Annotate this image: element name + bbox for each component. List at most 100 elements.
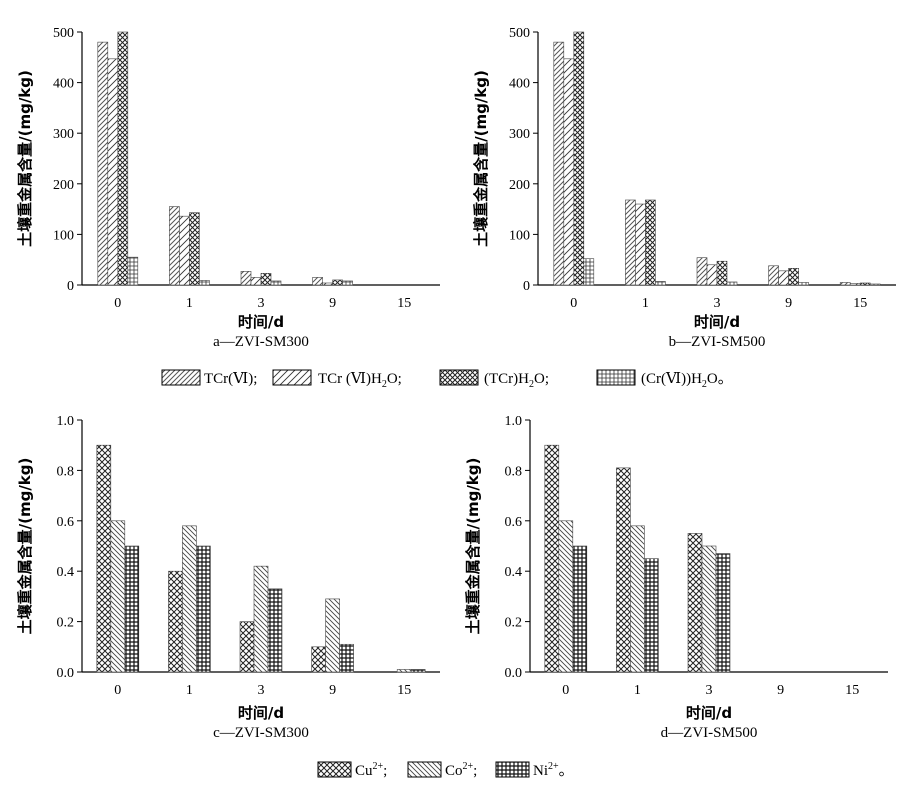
y-tick-label-2-3: 0.6	[57, 515, 75, 530]
bar-1-s0-c1	[625, 199, 636, 286]
bar-1-s1-c2	[706, 264, 718, 286]
y-tick-label-3-5: 1.0	[505, 414, 523, 429]
bar-1-s2-c0	[573, 31, 585, 286]
legend-label-3: (Cr(Ⅵ))H2O。	[641, 371, 733, 390]
legend-label-co: Co2+;	[445, 761, 477, 779]
x-tick-label-2-3: 9	[329, 683, 336, 698]
panel-caption-0: a—ZVI-SM300	[213, 334, 309, 350]
y-tick-label-0-5: 500	[53, 26, 74, 41]
legend-item-2: (TCr)H2O;	[439, 369, 549, 390]
panel-caption-1: b—ZVI-SM500	[669, 334, 766, 350]
y-tick-label-2-4: 0.8	[57, 464, 75, 479]
x-tick-label-1-0: 0	[570, 296, 577, 311]
bar-0-s1-c0	[107, 58, 119, 286]
legend-label-2: (TCr)H2O;	[484, 371, 549, 390]
bar-0-s2-c2	[260, 273, 272, 286]
bar-0-s3-c2	[270, 280, 282, 286]
bar-3-s1-c0	[558, 520, 574, 673]
panel-3: 0.0 0.2 0.4 0.6 0.8 1.0 0 1 3 9 15 时间/d 土壤重金属含量/(mg/…	[464, 414, 888, 741]
y-tick-label-1-2: 200	[509, 178, 530, 193]
bar-2-s2-c0	[124, 545, 140, 673]
x-tick-label-2-4: 15	[397, 683, 411, 698]
y-tick-label-1-3: 300	[509, 127, 530, 142]
bar-1-s3-c2	[726, 281, 738, 286]
bar-1-s1-c0	[563, 58, 575, 286]
bar-2-s2-c1	[196, 545, 211, 673]
x-axis-label-0: 时间/d	[238, 313, 284, 331]
x-tick-label-3-2: 3	[706, 683, 713, 698]
y-tick-label-0-1: 100	[53, 228, 74, 243]
legend-swatch-2	[439, 369, 479, 386]
x-axis-label-1: 时间/d	[694, 313, 740, 331]
y-axis-label-1: 土壤重金属含量/(mg/kg)	[472, 70, 490, 247]
bar-0-s0-c3	[312, 277, 323, 286]
bar-2-s2-c2	[267, 588, 283, 673]
bar-1-s2-c4	[859, 282, 871, 286]
panel-1: 0 100 200 300 400 500 0 1 3 9 15 时间/d 土壤重金属含量/(mg/kg…	[472, 26, 896, 350]
bar-3-s0-c1	[616, 467, 631, 673]
bar-3-s1-c2	[701, 545, 717, 673]
legend-item-3: (Cr(Ⅵ))H2O。	[596, 369, 733, 390]
x-axis-label-2: 时间/d	[238, 704, 284, 722]
bar-3-s2-c1	[644, 558, 659, 673]
x-tick-label-1-3: 9	[785, 296, 792, 311]
bar-2-s2-c3	[339, 643, 354, 673]
bar-2-s1-c4	[396, 669, 412, 673]
panel-0: 0 100 200 300 400 500 0 1 3 9 15 时间/d 土壤重金属含量/(mg/kg…	[16, 26, 440, 350]
legend-swatch-cu	[317, 761, 352, 778]
legend-swatch-1	[272, 369, 312, 386]
bar-1-s3-c1	[655, 281, 666, 286]
legend-item-ni: Ni2+。	[495, 761, 574, 779]
bar-1-s2-c2	[716, 260, 728, 286]
y-tick-label-3-2: 0.4	[505, 565, 523, 580]
bar-1-s3-c4	[869, 283, 881, 286]
bar-2-s1-c0	[110, 520, 126, 673]
bar-0-s1-c1	[179, 215, 190, 286]
legend-metals: Cu2+; Co2+; Ni2+。	[317, 761, 574, 779]
legend-item-cu: Cu2+;	[317, 761, 387, 779]
y-tick-label-2-0: 0.0	[57, 666, 75, 681]
x-tick-label-0-2: 3	[258, 296, 265, 311]
bar-0-s0-c0	[97, 41, 109, 286]
bar-0-s1-c3	[322, 282, 333, 286]
legend-swatch-3	[596, 369, 636, 386]
bar-0-s3-c0	[127, 256, 139, 286]
y-tick-label-2-5: 1.0	[57, 414, 75, 429]
bar-0-s0-c1	[169, 206, 180, 286]
x-tick-label-0-3: 9	[329, 296, 336, 311]
bar-1-s1-c1	[635, 203, 646, 286]
legend-item-co: Co2+;	[407, 761, 477, 779]
panel-caption-2: c—ZVI-SM300	[213, 725, 309, 741]
y-tick-label-3-1: 0.2	[505, 616, 523, 631]
legend-label-1: TCr (Ⅵ)H2O;	[318, 371, 402, 390]
x-tick-label-1-1: 1	[642, 296, 649, 311]
panel-2: 0.0 0.2 0.4 0.6 0.8 1.0 0 1 3 9 15 时间/d 土壤重金属含量/(mg/…	[16, 414, 440, 741]
bar-2-s0-c3	[311, 646, 326, 673]
bar-0-s3-c1	[199, 280, 210, 286]
bar-1-s3-c3	[798, 282, 809, 286]
legend-swatch-0	[161, 369, 201, 386]
legend-swatch-co	[407, 761, 442, 778]
x-tick-label-1-2: 3	[714, 296, 721, 311]
bar-2-s1-c1	[182, 525, 197, 673]
y-tick-label-3-3: 0.6	[505, 515, 523, 530]
legend-swatch-ni	[495, 761, 530, 778]
y-tick-label-1-1: 100	[509, 228, 530, 243]
bar-1-s1-c3	[778, 270, 789, 286]
y-axis-label-2: 土壤重金属含量/(mg/kg)	[16, 458, 34, 635]
legend-cr: TCr(Ⅵ); TCr (Ⅵ)H2O; (TCr)H2O; (Cr(Ⅵ))H2O…	[161, 369, 733, 390]
y-tick-label-1-5: 500	[509, 26, 530, 41]
bar-0-s2-c3	[332, 279, 343, 286]
x-tick-label-0-4: 15	[397, 296, 411, 311]
y-tick-label-1-4: 400	[509, 77, 530, 92]
bar-2-s1-c3	[325, 598, 340, 673]
legend-label-0: TCr(Ⅵ);	[204, 371, 257, 387]
bar-0-s2-c0	[117, 31, 129, 286]
x-tick-label-2-1: 1	[186, 683, 193, 698]
bar-0-s2-c1	[189, 212, 200, 286]
x-tick-label-3-3: 9	[777, 683, 784, 698]
bar-1-s2-c1	[645, 199, 656, 286]
bar-2-s2-c4	[410, 669, 426, 673]
y-tick-label-0-3: 300	[53, 127, 74, 142]
